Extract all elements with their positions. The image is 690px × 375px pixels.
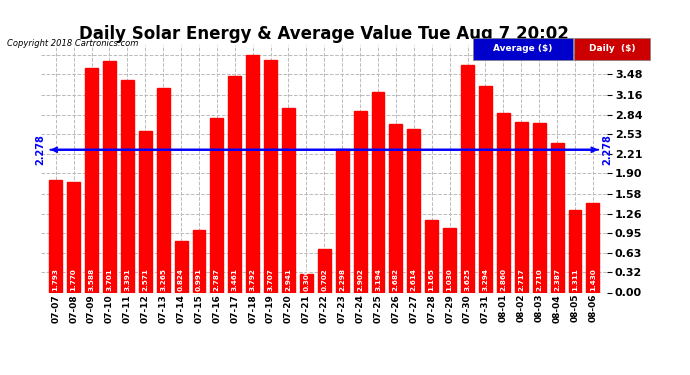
Bar bbox=[157, 88, 170, 292]
Bar bbox=[425, 219, 438, 292]
Text: Daily  ($): Daily ($) bbox=[589, 44, 635, 53]
Text: Copyright 2018 Cartronics.com: Copyright 2018 Cartronics.com bbox=[7, 39, 138, 48]
Bar bbox=[479, 86, 492, 292]
Text: 3.588: 3.588 bbox=[88, 267, 95, 291]
Text: 3.194: 3.194 bbox=[375, 268, 381, 291]
Text: 2.278: 2.278 bbox=[603, 134, 613, 165]
Text: 1.165: 1.165 bbox=[428, 268, 435, 291]
Bar bbox=[139, 131, 152, 292]
Text: 0.702: 0.702 bbox=[322, 268, 327, 291]
Text: 0.824: 0.824 bbox=[178, 268, 184, 291]
Text: 2.902: 2.902 bbox=[357, 268, 363, 291]
Bar bbox=[551, 143, 564, 292]
Text: 3.391: 3.391 bbox=[124, 268, 130, 291]
Text: 0.300: 0.300 bbox=[304, 268, 309, 291]
Bar bbox=[569, 210, 582, 292]
Bar bbox=[443, 228, 456, 292]
Text: 1.311: 1.311 bbox=[572, 268, 578, 291]
Text: 3.265: 3.265 bbox=[160, 268, 166, 291]
Bar bbox=[318, 249, 331, 292]
Bar bbox=[282, 108, 295, 292]
Bar bbox=[586, 203, 600, 292]
Text: 1.430: 1.430 bbox=[590, 268, 596, 291]
Text: 2.387: 2.387 bbox=[554, 268, 560, 291]
Text: 2.278: 2.278 bbox=[35, 134, 45, 165]
Bar bbox=[121, 80, 134, 292]
Text: 1.793: 1.793 bbox=[52, 268, 59, 291]
Bar bbox=[336, 148, 348, 292]
Text: 2.941: 2.941 bbox=[286, 268, 291, 291]
Text: 2.298: 2.298 bbox=[339, 268, 345, 291]
Bar bbox=[515, 122, 528, 292]
Text: 1.770: 1.770 bbox=[70, 268, 77, 291]
Text: 0.991: 0.991 bbox=[196, 268, 202, 291]
Text: 1.030: 1.030 bbox=[446, 268, 453, 291]
Bar bbox=[67, 182, 80, 292]
Bar bbox=[175, 241, 188, 292]
Bar bbox=[228, 76, 242, 292]
Text: 2.614: 2.614 bbox=[411, 268, 417, 291]
Bar bbox=[264, 60, 277, 292]
Text: 3.625: 3.625 bbox=[464, 268, 471, 291]
Bar bbox=[372, 92, 384, 292]
Bar bbox=[461, 65, 474, 292]
Bar bbox=[389, 124, 402, 292]
Bar bbox=[407, 129, 420, 292]
Text: 3.701: 3.701 bbox=[106, 268, 112, 291]
Bar bbox=[85, 68, 98, 292]
Bar bbox=[300, 274, 313, 292]
Bar bbox=[533, 123, 546, 292]
Bar bbox=[193, 230, 206, 292]
Text: 2.717: 2.717 bbox=[518, 268, 524, 291]
Text: 3.461: 3.461 bbox=[232, 268, 238, 291]
Text: 3.792: 3.792 bbox=[250, 268, 256, 291]
Text: 2.860: 2.860 bbox=[500, 268, 506, 291]
Text: 3.707: 3.707 bbox=[268, 268, 273, 291]
Text: Average ($): Average ($) bbox=[493, 44, 552, 53]
Text: 2.787: 2.787 bbox=[214, 268, 220, 291]
Text: 2.682: 2.682 bbox=[393, 268, 399, 291]
Text: 2.710: 2.710 bbox=[536, 268, 542, 291]
Bar bbox=[103, 61, 116, 292]
Bar bbox=[354, 111, 366, 292]
Text: 2.571: 2.571 bbox=[142, 268, 148, 291]
Bar bbox=[49, 180, 62, 292]
Text: 3.294: 3.294 bbox=[482, 268, 489, 291]
Bar bbox=[497, 113, 510, 292]
Bar bbox=[210, 118, 224, 292]
Title: Daily Solar Energy & Average Value Tue Aug 7 20:02: Daily Solar Energy & Average Value Tue A… bbox=[79, 26, 569, 44]
Bar bbox=[246, 55, 259, 292]
